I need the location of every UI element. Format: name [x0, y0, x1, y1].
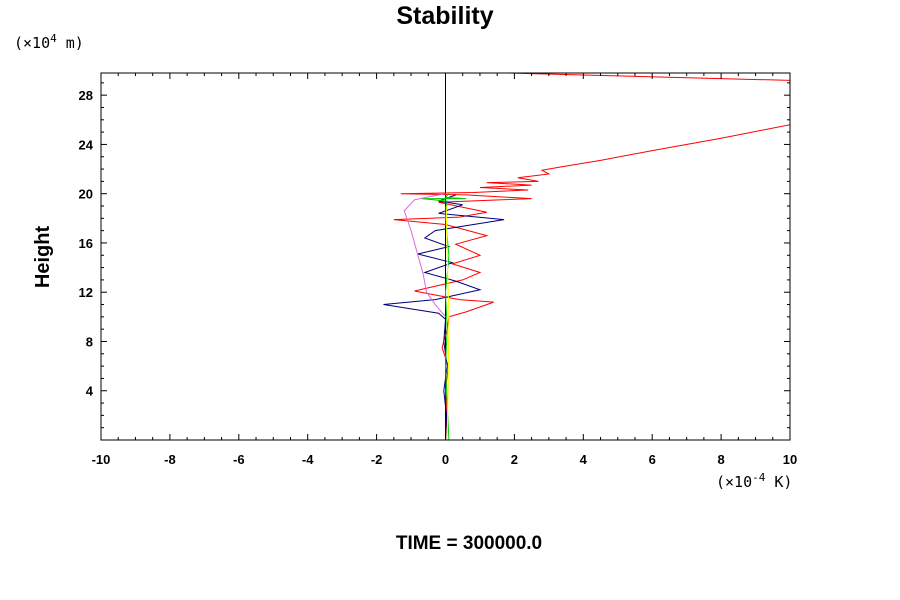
- series-line-2: [507, 73, 790, 81]
- x-tick-label: -6: [233, 452, 245, 467]
- y-tick-label: 24: [79, 137, 94, 152]
- x-tick-label: -2: [371, 452, 383, 467]
- x-tick-label: 8: [717, 452, 724, 467]
- y-tick-label: 4: [86, 384, 94, 399]
- plot-frame: [100, 72, 791, 441]
- y-tick-label: 8: [86, 334, 93, 349]
- series-line-6: [403, 193, 446, 318]
- y-tick-label: 20: [79, 187, 93, 202]
- time-footer: TIME = 300000.0: [396, 533, 542, 554]
- y-tick-label: 16: [79, 236, 93, 251]
- y-tick-label: 28: [79, 88, 93, 103]
- y-axis-label: Height: [32, 226, 54, 289]
- x-tick-label: 10: [783, 452, 797, 467]
- series-line-3: [383, 194, 505, 440]
- x-tick-label: -10: [92, 452, 111, 467]
- x-tick-label: 0: [442, 452, 449, 467]
- x-tick-label: 4: [580, 452, 588, 467]
- series-line-1: [393, 124, 790, 440]
- x-tick-label: -4: [302, 452, 314, 467]
- x-unit-label: (×10-4 K): [716, 471, 792, 491]
- y-tick-label: 12: [79, 285, 93, 300]
- series-line-5: [445, 205, 450, 440]
- x-tick-label: 6: [649, 452, 656, 467]
- x-tick-label: 2: [511, 452, 518, 467]
- series-line-4: [421, 193, 467, 440]
- y-unit-label: (×104 m): [14, 32, 84, 52]
- chart-title: Stability: [396, 2, 493, 30]
- series-layer: [383, 73, 790, 440]
- x-tick-label: -8: [164, 452, 176, 467]
